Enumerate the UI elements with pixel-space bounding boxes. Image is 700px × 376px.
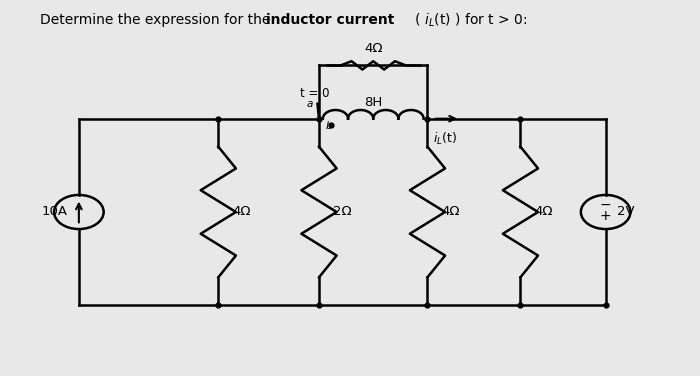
Text: +: + (600, 209, 612, 223)
Text: $i_L$(t): $i_L$(t) (433, 130, 457, 147)
Text: 4Ω: 4Ω (232, 206, 251, 218)
Text: 2Ω: 2Ω (333, 206, 351, 218)
Text: 4Ω: 4Ω (442, 206, 460, 218)
Text: 2V: 2V (617, 206, 635, 218)
Text: −: − (600, 198, 612, 212)
Text: 10A: 10A (41, 206, 67, 218)
Text: Determine the expression for the: Determine the expression for the (40, 13, 275, 27)
Text: t = 0: t = 0 (300, 87, 330, 100)
Text: 8H: 8H (364, 96, 382, 109)
Text: 4Ω: 4Ω (534, 206, 553, 218)
Text: b: b (326, 121, 332, 131)
Text: 4Ω: 4Ω (364, 42, 382, 55)
Text: inductor current: inductor current (266, 13, 395, 27)
Text: ( $i_L$(t) ) for t > 0:: ( $i_L$(t) ) for t > 0: (410, 11, 528, 29)
Text: a: a (307, 99, 313, 109)
